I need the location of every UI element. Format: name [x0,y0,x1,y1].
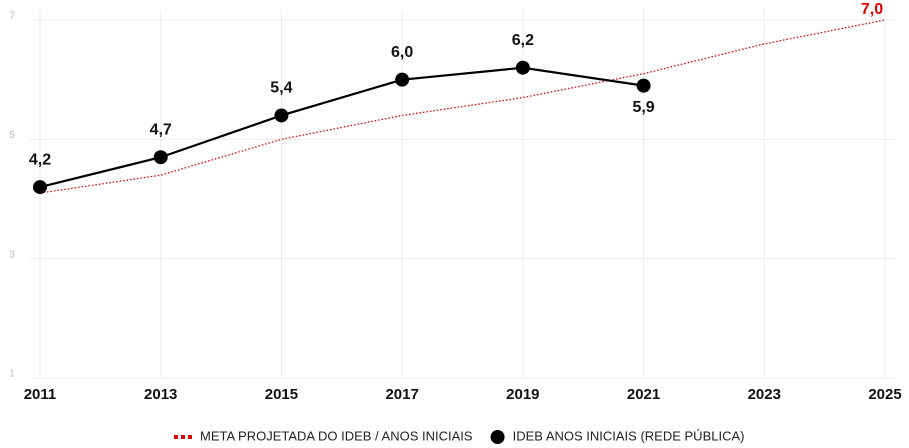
data-label: 4,7 [150,121,172,138]
legend-swatch [188,435,192,439]
x-tick-label: 2025 [868,386,901,403]
data-line [39,66,644,189]
y-tick-label: 7 [9,11,15,22]
y-tick-label: 5 [9,130,15,141]
legend-swatch [181,435,185,439]
data-point [33,180,47,195]
x-tick-label: 2011 [24,386,57,403]
data-label: 4,2 [29,151,51,168]
x-tick-label: 2019 [506,386,539,403]
x-tick-label: 2017 [385,386,418,403]
data-label: 5,4 [270,80,292,97]
legend-label: IDEB ANOS INICIAIS (REDE PÚBLICA) [513,428,745,443]
data-label: 6,2 [512,32,534,49]
legend-swatch [490,430,505,444]
data-label: 7,0 [861,1,883,18]
y-tick-label: 3 [9,249,15,260]
legend-swatch [174,435,178,439]
x-tick-label: 2015 [265,386,298,403]
data-point [395,72,410,87]
x-tick-label: 2013 [144,386,177,403]
x-tick-label: 2021 [627,386,660,403]
data-label: 5,9 [632,99,654,116]
data-point [274,108,289,123]
x-tick-label: 2023 [748,386,781,403]
data-point [636,78,651,93]
target-line [39,19,886,194]
data-point [153,150,168,165]
legend-label: META PROJETADA DO IDEB / ANOS INICIAIS [200,428,473,443]
data-label: 6,0 [391,44,413,61]
data-point [515,60,530,75]
y-tick-label: 1 [9,369,15,380]
